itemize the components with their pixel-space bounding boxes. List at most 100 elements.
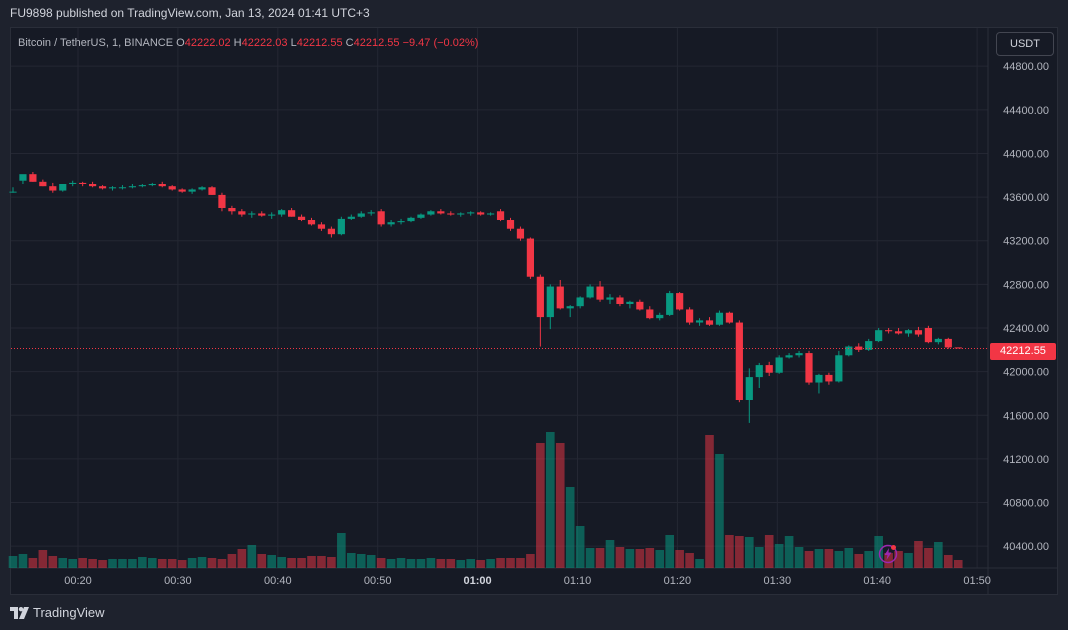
volume-bar: [536, 443, 545, 568]
candle-body: [218, 194, 226, 208]
candle-body: [686, 309, 694, 323]
close-label: C: [345, 37, 354, 49]
volume-bar: [715, 454, 724, 568]
volume-bar: [157, 559, 167, 568]
candle-body: [646, 309, 654, 319]
price-tick-label: 41200.00: [1003, 454, 1049, 466]
volume-bar: [277, 557, 286, 568]
candle-body: [138, 185, 146, 187]
candle-body: [496, 211, 505, 220]
candle-body: [29, 174, 37, 182]
volume-bar: [38, 550, 48, 568]
volume-bar: [685, 553, 694, 568]
symbol-name: Bitcoin / TetherUS, 1, BINANCE: [18, 37, 174, 49]
volume-bar: [834, 551, 844, 568]
currency-button[interactable]: USDT: [996, 32, 1054, 56]
volume-bar: [177, 560, 187, 568]
candle-body: [248, 213, 256, 215]
time-tick-label: 01:20: [664, 575, 692, 587]
volume-bar: [934, 542, 943, 568]
price-tick-label: 44000.00: [1003, 148, 1049, 160]
candle-body: [268, 214, 276, 216]
candle-body: [666, 293, 674, 315]
candle-body: [924, 328, 932, 343]
candle-body: [39, 181, 47, 187]
low-value: 42212.55: [296, 37, 343, 49]
volume-bar: [506, 558, 515, 568]
volume-bar: [396, 558, 406, 568]
candle-body: [795, 353, 803, 356]
candle-body: [626, 301, 634, 304]
candle-body: [825, 374, 833, 382]
candle-body: [676, 293, 684, 310]
volume-bar: [924, 548, 933, 568]
lightning-icon[interactable]: [878, 544, 898, 564]
volume-bar: [784, 536, 794, 568]
price-tick-label: 42400.00: [1003, 323, 1049, 335]
candle-body: [377, 211, 385, 225]
volume-bar: [8, 556, 18, 568]
candle-body: [944, 338, 952, 348]
volume-bar: [585, 548, 595, 568]
volume-bar: [128, 559, 137, 568]
candle-body: [168, 186, 176, 190]
volume-bar: [555, 443, 565, 568]
candle-body: [695, 320, 704, 323]
candle-body: [576, 297, 584, 307]
candle-body: [556, 286, 564, 309]
volume-bar: [476, 560, 485, 568]
volume-bar: [725, 535, 734, 568]
candle-body: [437, 211, 445, 214]
symbol-legend: Bitcoin / TetherUS, 1, BINANCE O42222.02…: [18, 37, 478, 49]
volume-bar: [764, 535, 774, 568]
volume-bar: [108, 559, 117, 568]
time-tick-label: 01:30: [764, 575, 792, 587]
price-tick-label: 42800.00: [1003, 279, 1049, 291]
chart-grid: [11, 28, 1057, 594]
tradingview-logo-icon: [10, 607, 29, 619]
volume-bar: [337, 533, 346, 568]
volume-bar: [884, 553, 893, 568]
price-tick-label: 42000.00: [1003, 367, 1049, 379]
time-tick-label: 01:40: [863, 575, 891, 587]
candle-body: [427, 211, 435, 215]
price-tick-label: 40400.00: [1003, 541, 1049, 553]
volume-bar: [496, 558, 505, 568]
volume-bar: [665, 535, 674, 568]
candle-body: [307, 220, 316, 225]
candle-body: [317, 224, 326, 229]
candle-body: [745, 377, 753, 400]
open-value: 42222.02: [184, 37, 231, 49]
candle-body: [278, 210, 286, 215]
volume-bar: [814, 549, 824, 568]
price-tick-label: 43200.00: [1003, 236, 1049, 248]
close-value: 42212.55: [353, 37, 400, 49]
open-label: O: [176, 37, 185, 49]
top-bar: FU9898 published on TradingView.com, Jan…: [0, 0, 1068, 26]
candle-body: [775, 357, 783, 373]
volume-bar: [466, 559, 475, 568]
candle-body: [297, 216, 306, 220]
candle-body: [715, 312, 724, 325]
price-tick-label: 44400.00: [1003, 105, 1049, 117]
volume-bar: [118, 559, 127, 568]
volume-bar: [695, 559, 704, 568]
candle-body: [596, 286, 604, 300]
candle-body: [546, 286, 554, 318]
candle-body: [417, 214, 425, 218]
volume-bar: [844, 548, 854, 568]
candle-body: [606, 297, 614, 300]
chart-frame[interactable]: [10, 27, 1058, 595]
volume-bar: [605, 540, 615, 568]
time-tick-label: 01:50: [963, 575, 991, 587]
change-value: −9.47 (−0.02%): [402, 37, 479, 49]
candle-body: [89, 184, 97, 187]
volume-bar: [914, 541, 923, 568]
volume-bar: [237, 549, 247, 568]
volume-bar: [426, 558, 436, 568]
candle-body: [158, 184, 166, 187]
volume-bar: [227, 554, 237, 568]
time-axis: 00:20 00:30 00:40 00:50 01:00 01:10 01:20 01:30…: [64, 575, 991, 587]
volume-bar: [88, 559, 97, 568]
